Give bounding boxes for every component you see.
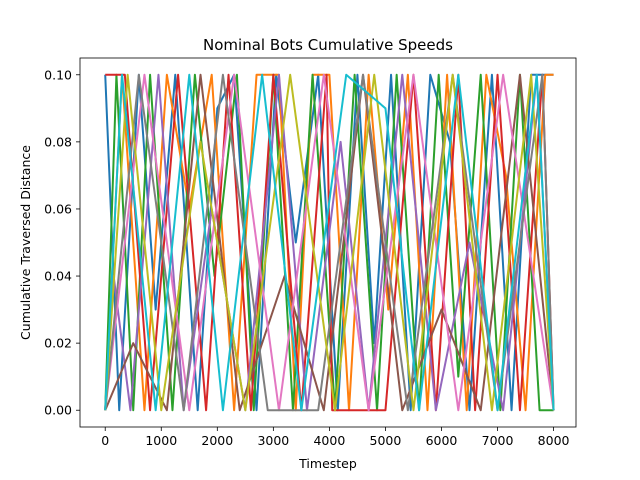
series-line-9 — [104, 73, 555, 412]
series-line-7 — [104, 73, 555, 412]
x-tick-label: 8000 — [538, 433, 570, 448]
y-axis-label: Cumulative Traversed Distance — [18, 145, 33, 340]
x-tick-label: 6000 — [426, 433, 458, 448]
series-line-6 — [104, 73, 555, 412]
chart-title: Nominal Bots Cumulative Speeds — [203, 36, 453, 54]
y-tick-label: 0.06 — [44, 201, 72, 216]
y-tick-label: 0.00 — [44, 403, 72, 418]
y-tick-label: 0.10 — [44, 67, 72, 82]
x-tick-label: 2000 — [201, 433, 233, 448]
x-axis-ticks: 0 1000 2000 3000 4000 5000 6000 7000 8000 — [101, 427, 570, 448]
y-axis-ticks: 0.00 0.02 0.04 0.06 0.08 0.10 — [44, 67, 80, 418]
y-tick-label: 0.08 — [44, 134, 72, 149]
y-tick-label: 0.04 — [44, 269, 72, 284]
x-tick-label: 1000 — [145, 433, 177, 448]
x-axis-label: Timestep — [298, 456, 357, 471]
y-tick-label: 0.02 — [44, 336, 72, 351]
series-line-10 — [104, 73, 555, 412]
x-tick-label: 5000 — [370, 433, 402, 448]
x-tick-label: 0 — [101, 433, 109, 448]
series-layer — [104, 73, 555, 412]
series-line-2 — [104, 73, 554, 412]
plot-frame — [79, 57, 577, 428]
x-tick-label: 4000 — [313, 433, 345, 448]
x-tick-label: 7000 — [482, 433, 514, 448]
x-tick-label: 3000 — [257, 433, 289, 448]
